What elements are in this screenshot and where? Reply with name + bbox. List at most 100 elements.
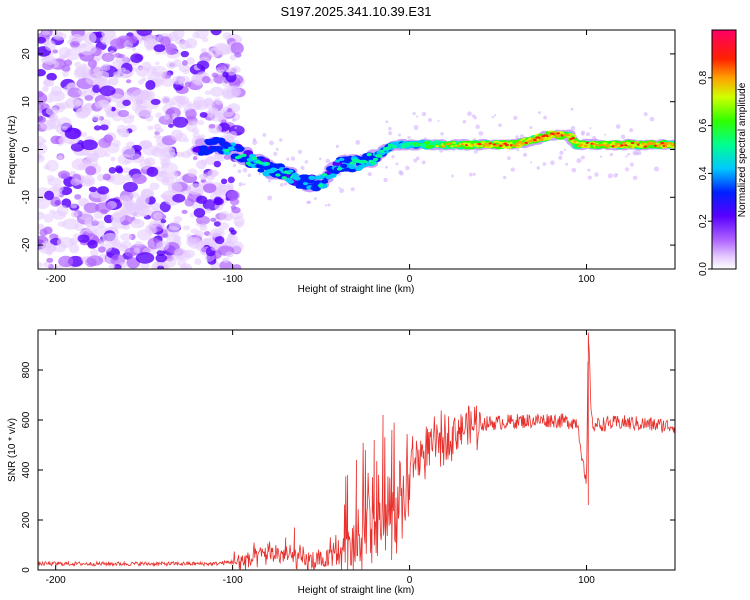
noise-blob [122, 69, 131, 78]
scatter-dot [355, 139, 361, 145]
ridge-blob [469, 145, 473, 148]
scatter-dot [462, 120, 467, 124]
noise-blob [78, 42, 88, 48]
ridge-blob [321, 172, 328, 177]
ridge-blob [336, 167, 343, 171]
scatter-dot [304, 160, 309, 164]
noise-blob [43, 55, 57, 65]
y-tick-label: -10 [21, 190, 32, 205]
y-tick-label: 0 [21, 146, 32, 152]
noise-blob [112, 241, 122, 249]
ridge-blob [385, 146, 392, 150]
noise-blob [67, 87, 82, 98]
noise-blob [168, 101, 176, 106]
noise-blob [102, 233, 119, 244]
noise-blob [155, 112, 162, 119]
noise-blob [160, 219, 167, 224]
scatter-dot [538, 111, 542, 115]
noise-blob [202, 98, 215, 109]
noise-blob [210, 170, 218, 177]
noise-blob [199, 111, 208, 118]
noise-blob [150, 98, 161, 106]
scatter-dot [491, 115, 495, 119]
noise-blob [91, 114, 102, 122]
scatter-dot [563, 148, 566, 151]
noise-blob [38, 116, 47, 124]
ridge-blob [513, 144, 518, 147]
ridge-blob [518, 140, 522, 144]
noise-blob [93, 211, 104, 220]
noise-blob [201, 75, 211, 84]
noise-blob [132, 66, 138, 72]
noise-blob [230, 42, 244, 55]
noise-blob [38, 197, 44, 202]
ridge-blob [668, 142, 673, 145]
ridge-blob [249, 163, 256, 167]
noise-blob [182, 69, 190, 75]
ridge-blob [349, 161, 355, 165]
ridge-blob [377, 154, 383, 158]
noise-blob [226, 190, 240, 201]
scatter-dot [279, 182, 284, 187]
noise-blob [210, 217, 217, 222]
noise-blob [39, 228, 48, 237]
noise-blob [79, 175, 96, 187]
scatter-dot [279, 138, 283, 142]
scatter-dot [398, 170, 403, 174]
noise-blob [83, 202, 100, 214]
scatter-dot [506, 156, 511, 161]
noise-blob [202, 183, 217, 194]
noise-blob [81, 132, 87, 138]
snr-x-axis-label: Height of straight line (km) [298, 585, 415, 596]
noise-blob [228, 227, 235, 233]
scatter-dot [421, 111, 427, 117]
noise-blob [130, 53, 143, 64]
noise-blob [77, 89, 87, 95]
x-tick-label: -200 [46, 575, 66, 586]
noise-blob [98, 99, 110, 108]
noise-blob [110, 38, 128, 50]
ridge-blob [270, 167, 278, 172]
scatter-dot [473, 116, 477, 120]
noise-blob [38, 92, 48, 105]
noise-blob [209, 111, 223, 122]
noise-blob [87, 239, 98, 249]
noise-blob [155, 127, 164, 133]
ridge-blob [492, 143, 497, 146]
noise-blob [38, 69, 46, 77]
noise-blob [56, 236, 75, 248]
noise-blob [192, 96, 206, 108]
ridge-blob [423, 141, 430, 145]
noise-blob [80, 256, 88, 261]
scatter-dot [634, 151, 639, 156]
noise-blob [45, 106, 59, 116]
noise-blob [128, 35, 138, 44]
noise-blob [182, 100, 193, 111]
scatter-dot [413, 125, 419, 130]
noise-blob [112, 59, 125, 68]
scatter-dot [510, 167, 515, 172]
scatter-dot [571, 167, 577, 173]
scatter-dot [338, 186, 341, 189]
x-tick-label: 0 [407, 274, 413, 285]
ridge-blob [200, 148, 208, 153]
noise-blob [100, 196, 107, 203]
scatter-dot [385, 120, 389, 124]
noise-blob [186, 57, 195, 65]
noise-blob [43, 79, 55, 87]
scatter-dot [565, 162, 569, 166]
scatter-dot [232, 163, 237, 168]
noise-blob [234, 221, 244, 228]
ridge-blob [334, 159, 341, 163]
y-tick-label: 800 [21, 361, 32, 378]
noise-blob [95, 70, 110, 80]
ridge-blob [321, 179, 329, 184]
scatter-dot [267, 195, 273, 201]
ridge-blob [658, 143, 662, 146]
noise-blob [97, 186, 110, 195]
ridge-blob [486, 144, 490, 147]
noise-blob [42, 85, 49, 92]
noise-blob [49, 209, 56, 215]
noise-blob [62, 218, 79, 230]
